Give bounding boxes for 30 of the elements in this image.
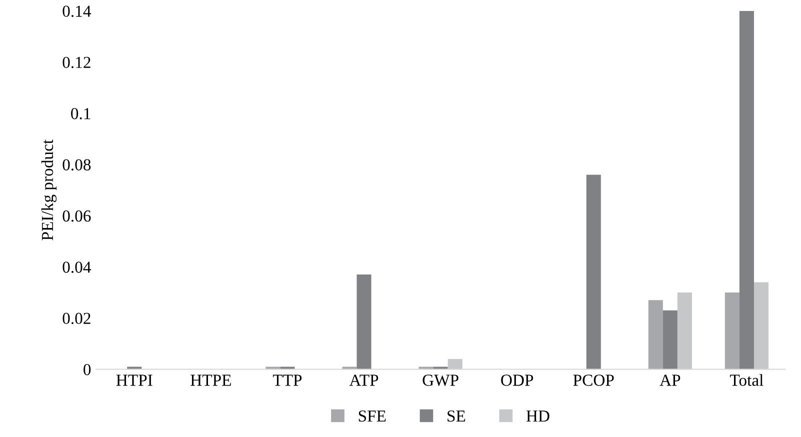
bar [648, 300, 663, 370]
x-tick-label: ODP [501, 374, 534, 386]
y-tick-label: 0.04 [62, 262, 91, 273]
bar [724, 292, 740, 370]
legend-label: SE [448, 410, 466, 422]
x-tick-label: ATP [349, 374, 378, 386]
bar [356, 274, 372, 370]
x-tick-label: AP [660, 374, 680, 386]
y-tick-label: 0.08 [62, 159, 91, 171]
y-tick-label: 0.12 [62, 56, 90, 68]
bar [662, 310, 678, 370]
x-tick-label: HTPI [116, 374, 152, 386]
bar [677, 292, 692, 370]
x-tick-label: HTPE [190, 374, 231, 386]
y-tick-label: 0.02 [62, 312, 90, 324]
y-tick-label: 0 [84, 364, 91, 376]
bar [586, 174, 601, 370]
x-tick-label: GWP [422, 374, 458, 386]
bar [739, 10, 754, 370]
y-tick-label: 0.1 [71, 108, 90, 120]
y-tick-label: 0.06 [62, 210, 91, 222]
legend-label: SFE [358, 410, 386, 422]
x-tick-label: PCOP [573, 374, 614, 386]
bar [448, 359, 462, 370]
x-tick-label: TTP [272, 374, 302, 386]
y-axis-title: PEI/kg product [41, 140, 57, 240]
x-tick-label: Total [730, 374, 764, 386]
bar [754, 282, 769, 370]
legend-label: HD [526, 410, 550, 422]
y-tick-label: 0.14 [62, 6, 91, 17]
